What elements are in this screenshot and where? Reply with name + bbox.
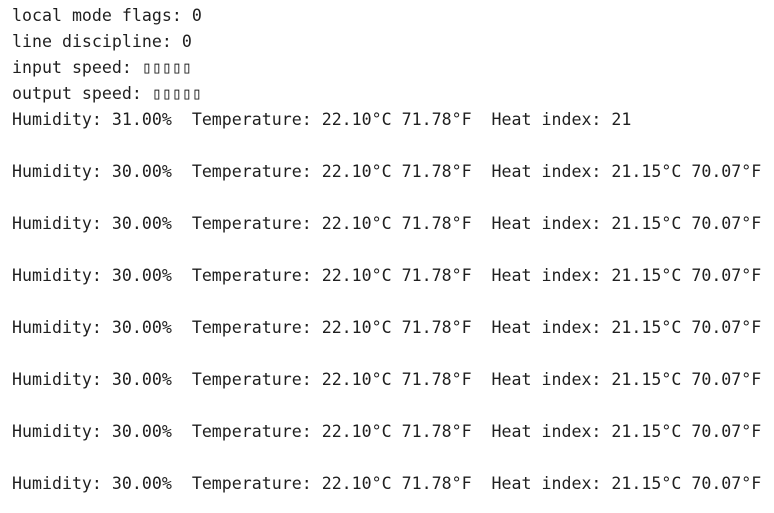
console-blank-line xyxy=(12,445,772,471)
console-line: Humidity: 30.00% Temperature: 22.10°C 71… xyxy=(12,370,762,389)
console-line: Humidity: 30.00% Temperature: 22.10°C 71… xyxy=(12,474,762,493)
console-blank-line xyxy=(12,237,772,263)
console-line: Humidity: 31.00% Temperature: 22.10°C 71… xyxy=(12,110,632,129)
console-blank-line xyxy=(12,133,772,159)
console-line: output speed: ▯▯▯▯▯ xyxy=(12,84,202,103)
console-line: Humidity: 30.00% Temperature: 22.10°C 71… xyxy=(12,422,762,441)
console-line: line discipline: 0 xyxy=(12,32,192,51)
console-line: Humidity: 30.00% Temperature: 22.10°C 71… xyxy=(12,318,762,337)
console-blank-line xyxy=(12,289,772,315)
console-blank-line xyxy=(12,393,772,419)
console-line: local mode flags: 0 xyxy=(12,6,202,25)
console-line: Humidity: 30.00% Temperature: 22.10°C 71… xyxy=(12,214,762,233)
console-line: Humidity: 30.00% Temperature: 22.10°C 71… xyxy=(12,266,762,285)
console-line: input speed: ▯▯▯▯▯ xyxy=(12,58,192,77)
console-line: Humidity: 30.00% Temperature: 22.10°C 71… xyxy=(12,162,762,181)
console-output: local mode flags: 0 line discipline: 0 i… xyxy=(12,3,772,497)
console-blank-line xyxy=(12,185,772,211)
console-blank-line xyxy=(12,341,772,367)
